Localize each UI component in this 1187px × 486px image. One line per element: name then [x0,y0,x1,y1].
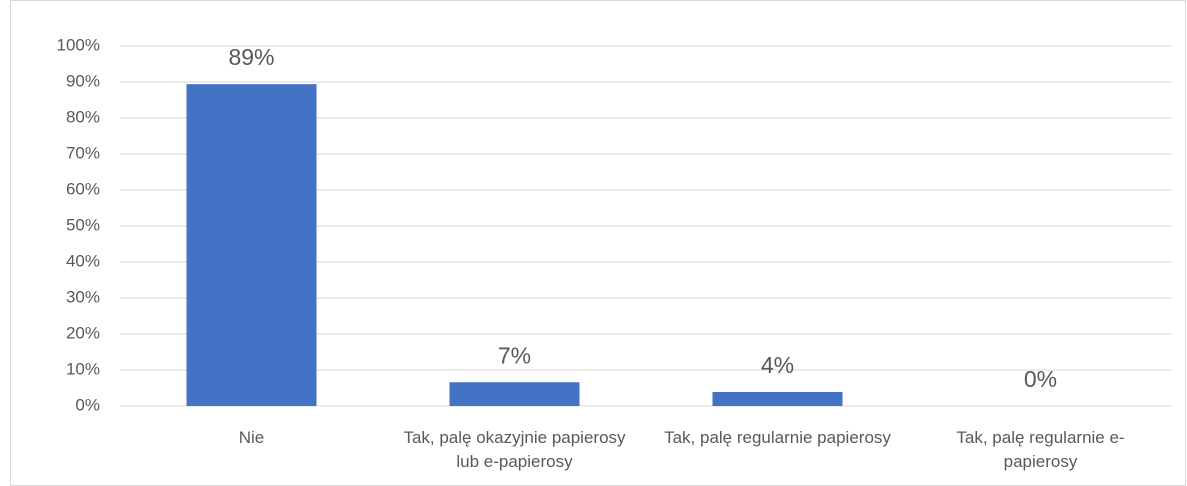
y-tick-label: 30% [66,287,100,306]
y-tick-label: 100% [57,35,100,54]
y-tick-label: 20% [66,323,100,342]
data-label: 4% [761,352,794,378]
y-tick-label: 10% [66,359,100,378]
y-tick-label: 50% [66,215,100,234]
x-tick-label: Tak, palę regularnie e-papierosy [956,428,1125,471]
y-tick-label: 0% [75,395,100,414]
x-tick-label: Tak, palę regularnie papierosy [664,428,891,447]
x-tick-label: Tak, palę okazyjnie papierosy lub e-papi… [403,428,626,471]
bar [712,391,843,406]
y-tick-label: 80% [66,107,100,126]
bar [449,382,580,406]
data-label: 0% [1024,366,1057,392]
bar [186,84,317,406]
y-tick-label: 60% [66,179,100,198]
x-tick-label: Nie [238,428,265,447]
data-label: 89% [228,44,274,70]
y-tick-label: 40% [66,251,100,270]
y-tick-label: 70% [66,143,100,162]
y-tick-label: 90% [66,71,100,90]
data-label: 7% [498,342,531,368]
